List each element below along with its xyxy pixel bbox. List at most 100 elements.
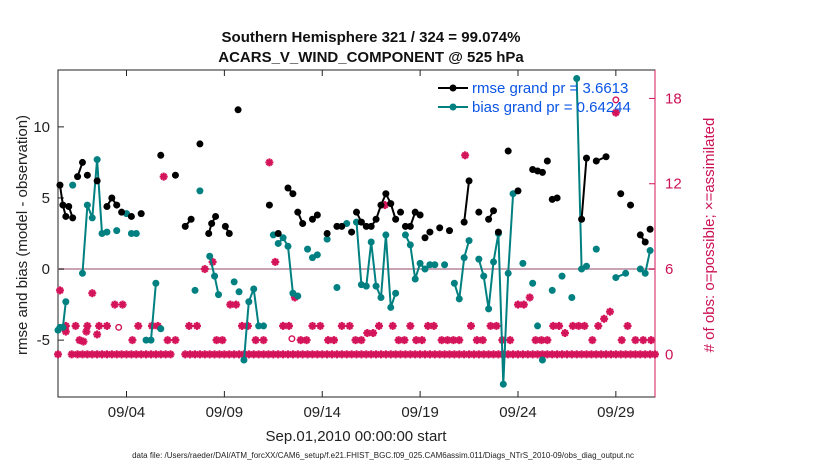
rmse-point	[289, 190, 297, 198]
rmse-point	[308, 215, 316, 223]
rmse-point	[387, 200, 395, 208]
x-tick-label: 09/29	[597, 404, 635, 421]
obs-assimilated-marker	[369, 329, 378, 338]
rmse-point	[208, 220, 216, 228]
rmse-point	[333, 222, 341, 230]
bias-point	[548, 286, 556, 294]
obs-assimilated-marker	[437, 336, 446, 345]
obs-assimilated-marker	[345, 321, 354, 330]
bias-point	[88, 214, 96, 222]
rmse-point	[553, 194, 561, 202]
legend-bias-marker	[449, 103, 457, 111]
rmse-point	[323, 230, 331, 237]
x-tick-label: 09/14	[303, 404, 341, 421]
bias-point	[490, 258, 498, 266]
obs-assimilated-marker	[478, 336, 487, 345]
rmse-point	[445, 227, 453, 235]
bias-point	[431, 261, 439, 269]
obs-assimilated-marker	[388, 321, 397, 330]
obs-assimilated-marker	[394, 336, 403, 345]
rmse-point	[397, 208, 405, 216]
obs-assimilated-marker	[218, 336, 227, 345]
bias-point	[78, 269, 86, 277]
rmse-point	[181, 222, 189, 230]
bias-point	[240, 356, 248, 364]
obs-assimilated-marker	[631, 336, 640, 345]
bias-point	[294, 292, 302, 300]
bias-point	[235, 288, 243, 296]
bias-point	[387, 303, 395, 311]
bias-point	[372, 282, 380, 290]
bias-line-segment	[404, 234, 426, 280]
bias-point	[274, 239, 282, 247]
rmse-point	[69, 214, 77, 222]
rmse-point	[543, 157, 551, 165]
rmse-line-segment	[59, 185, 67, 217]
rmse-point	[74, 173, 82, 181]
bias-point	[460, 254, 468, 262]
rmse-point	[460, 218, 468, 226]
obs-assimilated-marker	[54, 350, 62, 359]
rmse-point	[187, 215, 195, 223]
rmse-point	[56, 181, 64, 189]
bias-point	[83, 201, 91, 209]
obs-assimilated-marker	[75, 336, 84, 345]
bias-point	[69, 181, 77, 189]
obs-assimilated-marker	[185, 321, 194, 330]
bias-point	[465, 237, 473, 245]
rmse-point	[284, 184, 292, 192]
bias-point	[426, 261, 434, 269]
y2-tick-label: 12	[665, 176, 682, 193]
rmse-point	[108, 194, 116, 202]
rmse-point	[313, 211, 321, 219]
obs-assimilated-marker	[472, 336, 481, 345]
bias-point	[323, 235, 331, 243]
rmse-point	[538, 168, 546, 176]
bias-point	[582, 262, 590, 270]
bias-point	[196, 187, 204, 195]
rmse-point	[225, 230, 233, 237]
bias-line-segment	[477, 193, 515, 385]
bias-point	[636, 265, 644, 273]
rmse-point	[377, 201, 385, 209]
y2-tick-label: 0	[665, 346, 673, 363]
y2-axis-label: # of obs: o=possible; ×=assimilated	[701, 118, 718, 353]
obs-assimilated-marker	[611, 108, 620, 117]
bias-point	[622, 269, 630, 277]
bias-point	[211, 272, 219, 280]
obs-assimilated-marker	[418, 336, 427, 345]
rmse-point	[348, 228, 356, 236]
y-tick-label: 5	[42, 190, 50, 207]
legend-bias-label: bias grand pr = 0.64244	[472, 99, 631, 116]
rmse-point	[205, 230, 213, 237]
bias-point	[475, 255, 483, 263]
bias-point	[519, 259, 527, 267]
bias-point	[152, 279, 160, 287]
rmse-point	[362, 222, 370, 230]
bias-point	[279, 234, 287, 242]
rmse-point	[62, 212, 70, 220]
obs-assimilated-marker	[251, 336, 260, 345]
x-tick-label: 09/04	[108, 404, 146, 421]
bias-point	[392, 289, 400, 297]
obs-assimilated-marker	[506, 336, 515, 345]
bias-line-segment	[146, 283, 157, 342]
bias-point	[504, 269, 512, 277]
obs-assimilated-marker	[156, 350, 165, 359]
obs-assimilated-marker	[543, 336, 552, 345]
rmse-point	[592, 157, 600, 165]
rmse-point	[157, 151, 165, 159]
chart-title-line1: Southern Hemisphere 321 / 324 = 99.074%	[222, 29, 521, 46]
obs-assimilated-marker	[357, 336, 366, 345]
bias-point	[485, 305, 493, 313]
bias-point	[499, 380, 507, 388]
obs-possible-marker	[612, 96, 620, 104]
obs-possible-marker	[288, 335, 296, 343]
rmse-point	[504, 147, 512, 155]
rmse-line-segment	[580, 158, 588, 220]
obs-possible-marker	[115, 323, 123, 331]
bias-point	[362, 282, 370, 290]
obs-assimilated-marker	[88, 289, 97, 298]
obs-assimilated-marker	[639, 336, 648, 345]
